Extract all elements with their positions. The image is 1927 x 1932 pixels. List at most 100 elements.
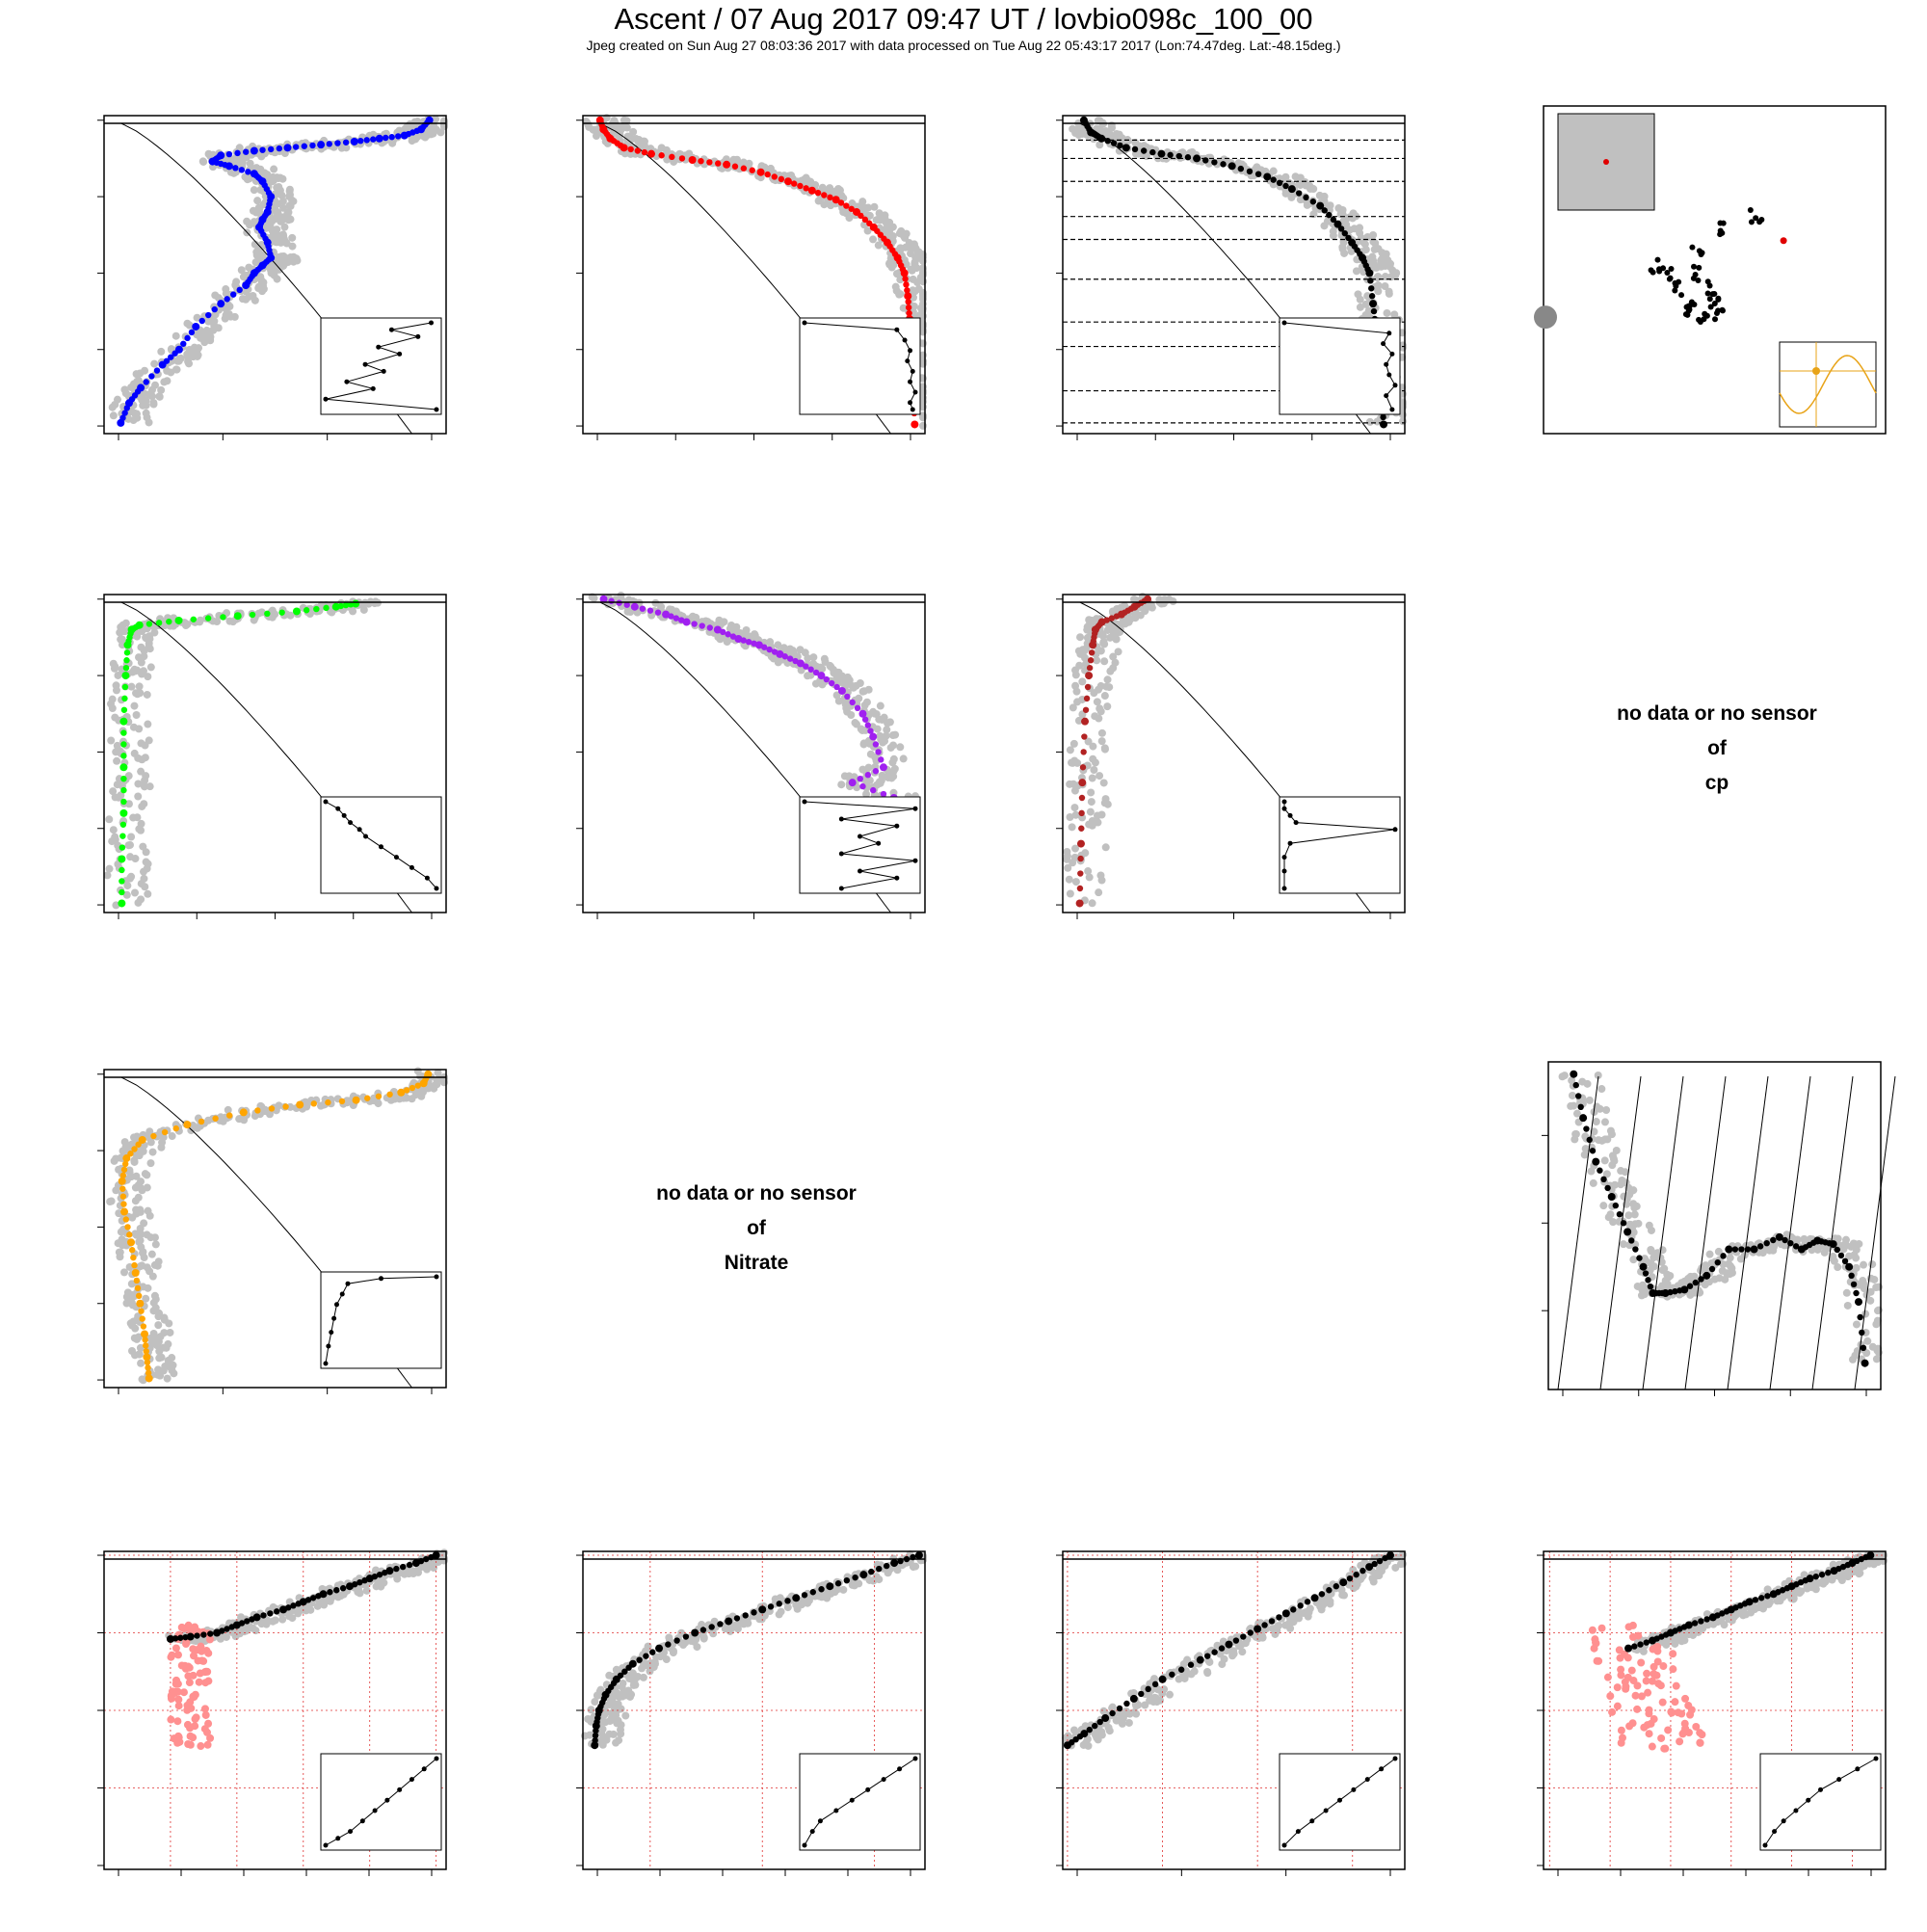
inset-point — [1294, 820, 1299, 825]
data-point — [818, 1586, 824, 1592]
history-point — [142, 634, 149, 642]
data-point — [808, 187, 816, 195]
negative-point — [186, 1679, 194, 1686]
history-point — [142, 772, 149, 780]
history-point — [891, 765, 899, 773]
inset-point — [908, 400, 912, 405]
history-point — [137, 895, 145, 903]
inset-point — [348, 820, 353, 825]
data-point — [865, 722, 871, 728]
inset-point — [911, 408, 915, 412]
data-point — [843, 202, 849, 208]
data-point — [120, 776, 126, 781]
data-point — [1590, 1148, 1596, 1153]
history-point — [1354, 290, 1361, 298]
data-point — [658, 152, 664, 158]
data-point — [717, 1621, 723, 1627]
history-point — [852, 682, 859, 690]
data-point — [1751, 1246, 1758, 1254]
history-point — [1870, 1276, 1878, 1284]
isopycnal-line — [1855, 1076, 1895, 1389]
history-point — [145, 418, 153, 426]
history-point — [909, 267, 916, 275]
negative-point — [186, 1724, 194, 1732]
data-point — [1853, 1290, 1859, 1296]
history-point — [1866, 1297, 1874, 1305]
data-point — [383, 135, 388, 141]
data-point — [1097, 135, 1105, 143]
data-point — [140, 1315, 145, 1321]
data-point — [226, 151, 232, 157]
data-point — [1263, 172, 1271, 180]
data-point — [1077, 870, 1083, 876]
data-point — [311, 1100, 317, 1106]
inset-point — [435, 408, 439, 412]
negative-point — [184, 1662, 192, 1670]
history-point — [1089, 775, 1096, 782]
history-point — [423, 1566, 431, 1574]
data-point — [267, 1610, 273, 1616]
history-point — [1719, 1267, 1727, 1275]
inset-frame — [800, 318, 920, 414]
data-point — [118, 899, 125, 907]
data-point — [184, 335, 190, 341]
data-point — [1310, 198, 1316, 204]
inset-point — [1384, 393, 1388, 398]
data-point — [242, 281, 250, 289]
inset-point — [326, 1344, 330, 1349]
data-point — [119, 1178, 126, 1185]
negative-point — [197, 1742, 204, 1750]
data-point — [1149, 149, 1155, 155]
history-point — [1660, 1265, 1668, 1273]
history-point — [334, 1593, 342, 1601]
inset-point — [379, 1276, 383, 1281]
inset-point — [1386, 373, 1391, 378]
history-point — [606, 1701, 614, 1708]
inset-point — [882, 1777, 886, 1782]
data-point — [640, 605, 646, 611]
history-point — [127, 1319, 135, 1327]
history-point — [285, 202, 293, 210]
data-point — [911, 420, 918, 428]
chart-dens — [1056, 116, 1407, 440]
history-point — [1066, 781, 1073, 788]
inset-point — [865, 1787, 870, 1792]
history-point — [1606, 1210, 1614, 1218]
data-point — [1848, 1273, 1854, 1279]
data-point — [708, 1624, 714, 1629]
inset-point — [903, 338, 908, 343]
data-point — [136, 1293, 142, 1299]
history-point — [615, 1736, 622, 1744]
data-point — [144, 379, 149, 384]
data-point — [230, 291, 236, 297]
data-point — [890, 1559, 898, 1567]
data-point — [849, 779, 857, 786]
data-point — [1643, 1270, 1649, 1276]
history-point — [1847, 1243, 1855, 1251]
inset-point — [1282, 321, 1287, 326]
data-point — [389, 134, 395, 140]
history-point — [1590, 1179, 1597, 1187]
history-point — [1727, 1262, 1734, 1270]
history-point — [131, 855, 139, 862]
data-point — [132, 1269, 140, 1277]
history-cloud-ed490 — [1062, 1550, 1407, 1749]
history-point — [105, 815, 113, 823]
history-point — [143, 402, 150, 410]
data-point — [1732, 1246, 1738, 1252]
inset-point — [324, 1362, 329, 1366]
data-point — [1282, 183, 1288, 189]
history-point — [869, 1576, 877, 1584]
history-point — [138, 820, 145, 828]
history-point — [279, 198, 287, 205]
history-point — [143, 848, 150, 856]
data-point — [120, 1208, 128, 1216]
inset-point — [858, 869, 862, 874]
inset-point — [1282, 869, 1287, 874]
history-point — [881, 714, 888, 722]
history-point — [239, 1627, 247, 1634]
history-point — [172, 332, 180, 340]
data-point — [1367, 278, 1373, 283]
negative-point — [198, 1656, 206, 1664]
data-point — [313, 606, 319, 612]
